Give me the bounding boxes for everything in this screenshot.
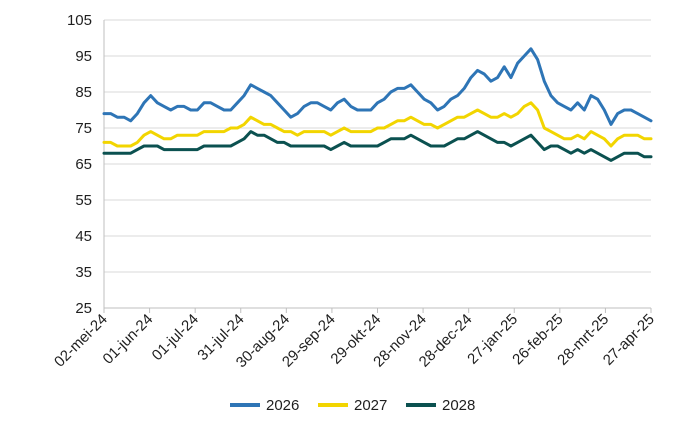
legend: 2026 2027 2028	[230, 397, 475, 414]
x-tick-label: 02-mei-24	[51, 311, 111, 371]
x-tick-labels: 02-mei-2401-jun-2401-jul-2431-jul-2430-a…	[51, 311, 658, 371]
legend-label-2027: 2027	[354, 397, 387, 414]
series-line-2028	[102, 130, 653, 162]
y-tick-labels: 25 35 45 55 65 75 85 95 105	[67, 12, 92, 317]
y-tick-label: 75	[75, 120, 92, 137]
y-tick-label: 25	[75, 300, 92, 317]
x-tick-label: 01-jun-24	[100, 311, 157, 368]
series-layer	[102, 47, 653, 162]
series-line-2027	[102, 101, 653, 148]
y-tick-label: 35	[75, 264, 92, 281]
y-tick-label: 85	[75, 84, 92, 101]
y-tick-label: 95	[75, 48, 92, 65]
y-tick-label: 65	[75, 156, 92, 173]
x-tick-label: 01-jul-24	[149, 311, 202, 364]
legend-label-2026: 2026	[266, 397, 299, 414]
axis-layer	[103, 20, 652, 313]
y-tick-label: 45	[75, 228, 92, 245]
series-line-2026	[102, 47, 653, 126]
y-tick-label: 105	[67, 12, 92, 29]
y-tick-label: 55	[75, 192, 92, 209]
legend-label-2028: 2028	[442, 397, 475, 414]
